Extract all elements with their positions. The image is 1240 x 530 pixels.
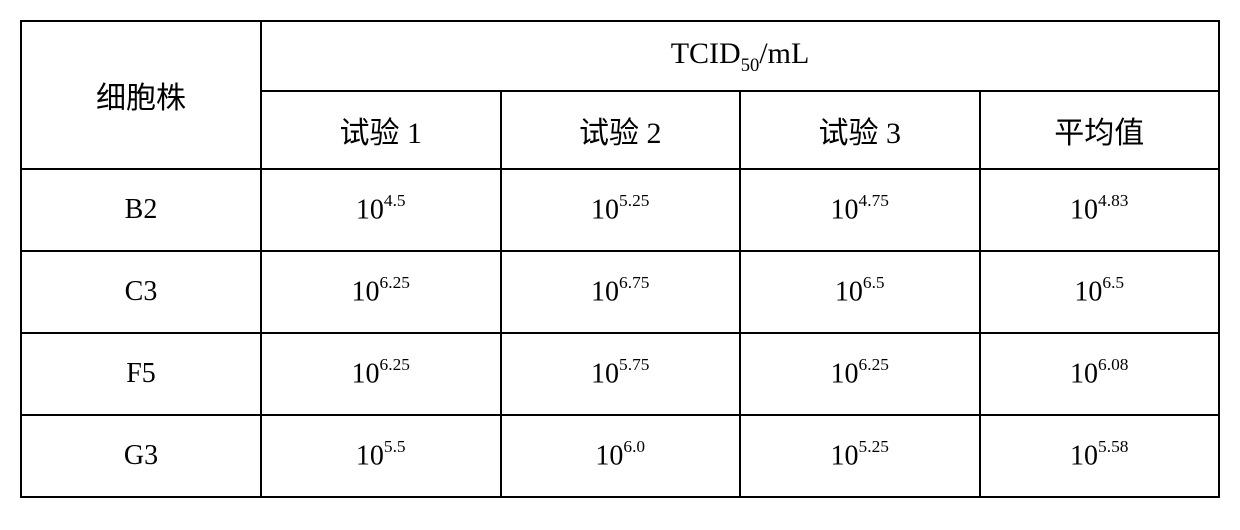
table-row: B2 104.5 105.25 104.75 104.83 — [21, 169, 1219, 251]
table-row: C3 106.25 106.75 106.5 106.5 — [21, 251, 1219, 333]
cell-value: 106.5 — [980, 251, 1220, 333]
col-header-trial-3: 试验 3 — [740, 91, 980, 169]
cell-value: 106.25 — [261, 251, 501, 333]
cell-value: 105.5 — [261, 415, 501, 497]
row-label: G3 — [21, 415, 261, 497]
cell-value: 106.25 — [261, 333, 501, 415]
cell-value: 106.08 — [980, 333, 1220, 415]
row-header-label: 细胞株 — [21, 21, 261, 169]
group-header-sub: 50 — [741, 55, 760, 76]
col-header-trial-1: 试验 1 — [261, 91, 501, 169]
cell-value: 105.58 — [980, 415, 1220, 497]
cell-value: 104.75 — [740, 169, 980, 251]
row-label: F5 — [21, 333, 261, 415]
group-header: TCID50/mL — [261, 21, 1219, 91]
tcid-table: 细胞株 TCID50/mL 试验 1 试验 2 试验 3 平均值 B2 104.… — [20, 20, 1220, 498]
group-header-suffix: /mL — [759, 37, 809, 70]
cell-value: 105.25 — [740, 415, 980, 497]
cell-value: 106.0 — [501, 415, 741, 497]
cell-value: 106.5 — [740, 251, 980, 333]
group-header-prefix: TCID — [671, 37, 741, 70]
row-label: C3 — [21, 251, 261, 333]
table-row: F5 106.25 105.75 106.25 106.08 — [21, 333, 1219, 415]
table-row: G3 105.5 106.0 105.25 105.58 — [21, 415, 1219, 497]
cell-value: 104.83 — [980, 169, 1220, 251]
col-header-trial-2: 试验 2 — [501, 91, 741, 169]
col-header-mean: 平均值 — [980, 91, 1220, 169]
cell-value: 106.75 — [501, 251, 741, 333]
cell-value: 105.25 — [501, 169, 741, 251]
cell-value: 105.75 — [501, 333, 741, 415]
cell-value: 104.5 — [261, 169, 501, 251]
row-label: B2 — [21, 169, 261, 251]
cell-value: 106.25 — [740, 333, 980, 415]
